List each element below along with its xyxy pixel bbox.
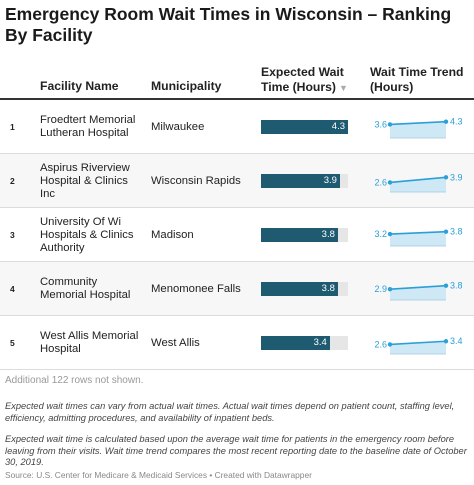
trend-sparkline: 2.6 3.9 bbox=[374, 172, 463, 193]
row-facility-name: University Of Wi Hospitals & Clinics Aut… bbox=[40, 215, 134, 254]
trend-end-point bbox=[443, 339, 449, 344]
row-municipality: Wisconsin Rapids bbox=[151, 174, 241, 187]
trend-area bbox=[390, 285, 446, 300]
trend-end-label: 3.4 bbox=[450, 336, 463, 346]
trend-start-label: 2.6 bbox=[374, 339, 387, 349]
trend-start-point bbox=[387, 342, 393, 347]
trend-area bbox=[390, 341, 446, 354]
table-header: Facility Name Municipality Expected Wait… bbox=[0, 62, 474, 100]
trend-line bbox=[389, 284, 447, 291]
row-rank: 5 bbox=[10, 338, 15, 348]
trend-end-label: 3.8 bbox=[450, 281, 463, 291]
table-row: 2 Aspirus Riverview Hospital & Clinics In… bbox=[0, 154, 474, 208]
note-variation: Expected wait times can vary from actual… bbox=[5, 401, 455, 423]
bar-track: 3.8 bbox=[261, 228, 348, 242]
header-facility[interactable]: Facility Name bbox=[40, 79, 119, 93]
row-facility-name: Froedtert Memorial Lutheran Hospital bbox=[40, 114, 136, 139]
trend-area bbox=[390, 177, 446, 192]
note-calculation: Expected wait time is calculated based u… bbox=[5, 434, 467, 467]
row-municipality: Milwaukee bbox=[151, 120, 205, 133]
wait-time-bar: 3.8 bbox=[261, 282, 338, 296]
bar-track: 4.3 bbox=[261, 120, 348, 134]
row-rank: 2 bbox=[10, 176, 15, 186]
wait-time-bar: 4.3 bbox=[261, 120, 348, 134]
trend-line bbox=[389, 176, 447, 184]
header-trend[interactable]: Wait Time Trend (Hours) bbox=[370, 65, 464, 94]
trend-start-label: 3.2 bbox=[374, 229, 387, 239]
row-municipality: Menomonee Falls bbox=[151, 282, 241, 295]
wait-time-bar: 3.9 bbox=[261, 174, 340, 188]
header-expected-wait-label: Expected Wait Time (Hours) bbox=[261, 65, 344, 94]
wait-time-bar: 3.8 bbox=[261, 228, 338, 242]
wait-time-bar: 3.4 bbox=[261, 336, 330, 350]
trend-end-point bbox=[443, 119, 449, 124]
trend-sparkline: 3.2 3.8 bbox=[374, 227, 463, 247]
trend-start-label: 2.6 bbox=[374, 177, 387, 187]
bar-value-label: 3.4 bbox=[313, 337, 327, 348]
trend-start-point bbox=[387, 287, 393, 292]
source-line: Source: U.S. Center for Medicare & Medic… bbox=[5, 470, 312, 480]
sort-descending-icon[interactable]: ▼ bbox=[338, 83, 348, 93]
trend-end-label: 3.8 bbox=[450, 227, 463, 237]
header-municipality[interactable]: Municipality bbox=[151, 79, 222, 93]
bar-value-label: 3.8 bbox=[321, 229, 335, 240]
trend-sparkline: 2.9 3.8 bbox=[374, 281, 463, 301]
row-municipality: West Allis bbox=[151, 336, 200, 349]
trend-line bbox=[389, 340, 447, 346]
trend-start-label: 3.6 bbox=[374, 119, 387, 129]
row-facility-name: Community Memorial Hospital bbox=[40, 276, 131, 301]
bar-value-label: 4.3 bbox=[331, 121, 345, 132]
trend-start-point bbox=[387, 231, 393, 237]
table-row: 3 University Of Wi Hospitals & Clinics Au… bbox=[0, 208, 474, 262]
more-rows-note: Additional 122 rows not shown. bbox=[5, 375, 144, 386]
chart-title: Emergency Room Wait Times in Wisconsin –… bbox=[5, 4, 452, 45]
bar-track: 3.4 bbox=[261, 336, 348, 350]
row-facility-name: West Allis Memorial Hospital bbox=[40, 330, 139, 355]
row-rank: 4 bbox=[10, 284, 15, 294]
bar-track: 3.9 bbox=[261, 174, 348, 188]
trend-end-label: 3.9 bbox=[450, 172, 463, 182]
bar-track: 3.8 bbox=[261, 282, 348, 296]
trend-area bbox=[390, 121, 446, 138]
trend-sparkline: 3.6 4.3 bbox=[374, 117, 463, 139]
row-facility-name: Aspirus Riverview Hospital & Clinics Inc bbox=[40, 161, 130, 200]
trend-line bbox=[389, 120, 447, 126]
bar-value-label: 3.8 bbox=[321, 283, 335, 294]
trend-end-point bbox=[443, 283, 449, 288]
table-row: 4 Community Memorial Hospital Menomonee Fa… bbox=[0, 262, 474, 316]
header-expected-wait[interactable]: Expected Wait Time (Hours) ▼ bbox=[261, 65, 361, 96]
trend-line bbox=[389, 230, 447, 235]
trend-end-point bbox=[443, 175, 449, 180]
trend-start-label: 2.9 bbox=[374, 284, 387, 294]
trend-end-label: 4.3 bbox=[450, 117, 463, 127]
row-municipality: Madison bbox=[151, 228, 194, 241]
table-row: 5 West Allis Memorial Hospital West Allis 3… bbox=[0, 316, 474, 370]
row-rank: 1 bbox=[10, 122, 15, 132]
row-rank: 3 bbox=[10, 230, 15, 240]
trend-start-point bbox=[387, 180, 393, 185]
bar-value-label: 3.9 bbox=[323, 175, 337, 186]
trend-sparkline: 2.6 3.4 bbox=[374, 336, 463, 355]
trend-end-point bbox=[443, 229, 449, 234]
table-row: 1 Froedtert Memorial Lutheran Hospital Mil… bbox=[0, 100, 474, 154]
trend-area bbox=[390, 231, 446, 246]
trend-start-point bbox=[387, 122, 393, 127]
